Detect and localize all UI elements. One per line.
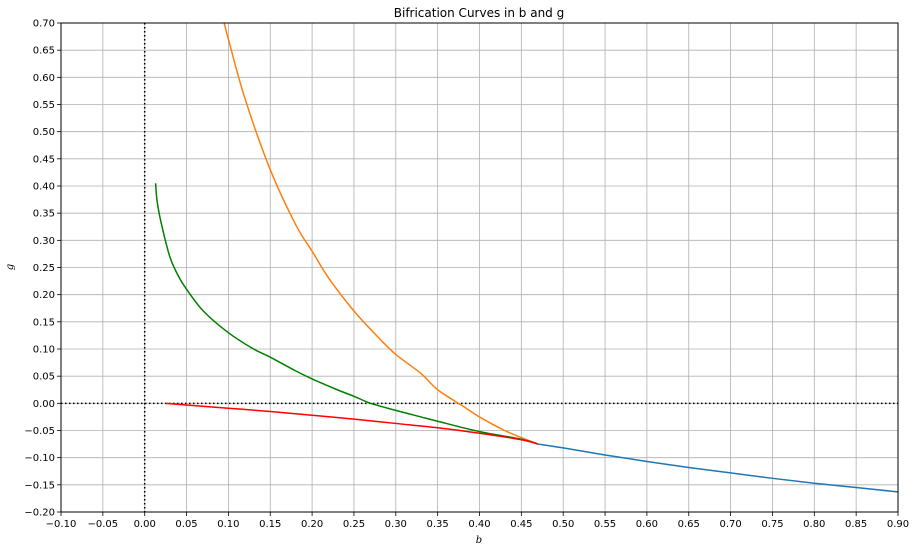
red-curve [165, 402, 539, 445]
y-tick-label: −0.20 [24, 508, 55, 519]
y-tick-label: 0.65 [33, 46, 55, 57]
axis-ticks: −0.10 −0.05 0.00 0.05 0.10 0.15 0.20 0.25 0.30 0.… [24, 19, 909, 531]
green-curve [154, 183, 539, 445]
y-tick-label: 0.10 [33, 345, 55, 356]
y-tick-label: 0.15 [33, 317, 55, 328]
x-tick-label: 0.80 [803, 519, 825, 530]
y-tick-label: 0.35 [33, 209, 55, 220]
series-lines [154, 22, 899, 493]
x-tick-label: 0.45 [510, 519, 532, 530]
reference-lines [61, 23, 898, 512]
y-tick-label: −0.05 [24, 426, 55, 437]
x-tick-label: 0.10 [217, 519, 239, 530]
x-tick-label: 0.25 [343, 519, 365, 530]
y-tick-label: 0.40 [33, 182, 55, 193]
x-tick-label: 0.60 [636, 519, 658, 530]
y-tick-label: 0.25 [33, 263, 55, 274]
y-tick-label: −0.15 [24, 480, 55, 491]
y-tick-label: 0.60 [33, 73, 55, 84]
y-axis-label: g [5, 264, 16, 270]
y-tick-label: 0.00 [33, 399, 55, 410]
y-tick-label: 0.05 [33, 372, 55, 383]
x-tick-label: 0.65 [678, 519, 700, 530]
x-tick-label: 0.00 [134, 519, 156, 530]
x-tick-label: 0.15 [259, 519, 281, 530]
x-tick-label: 0.90 [887, 519, 909, 530]
x-tick-label: 0.40 [468, 519, 490, 530]
x-tick-label: 0.30 [385, 519, 407, 530]
x-tick-label: −0.10 [46, 519, 77, 530]
y-tick-label: −0.10 [24, 453, 55, 464]
x-tick-label: 0.55 [594, 519, 616, 530]
y-tick-label: 0.55 [33, 100, 55, 111]
x-tick-label: 0.85 [845, 519, 867, 530]
x-tick-label: 0.05 [175, 519, 197, 530]
x-tick-label: 0.75 [761, 519, 783, 530]
y-tick-label: 0.50 [33, 127, 55, 138]
x-tick-label: 0.20 [301, 519, 323, 530]
y-tick-label: 0.30 [33, 236, 55, 247]
x-tick-label: 0.35 [427, 519, 449, 530]
y-tick-label: 0.20 [33, 290, 55, 301]
orange-curve [223, 22, 539, 445]
chart-title: Bifrication Curves in b and g [394, 6, 564, 20]
x-tick-label: 0.50 [552, 519, 574, 530]
x-tick-label: 0.70 [719, 519, 741, 530]
y-tick-label: 0.70 [33, 19, 55, 30]
x-axis-label: b [476, 535, 482, 546]
x-tick-label: −0.05 [88, 519, 119, 530]
grid-lines [60, 22, 899, 513]
y-tick-label: 0.45 [33, 154, 55, 165]
blue-curve [537, 443, 899, 493]
